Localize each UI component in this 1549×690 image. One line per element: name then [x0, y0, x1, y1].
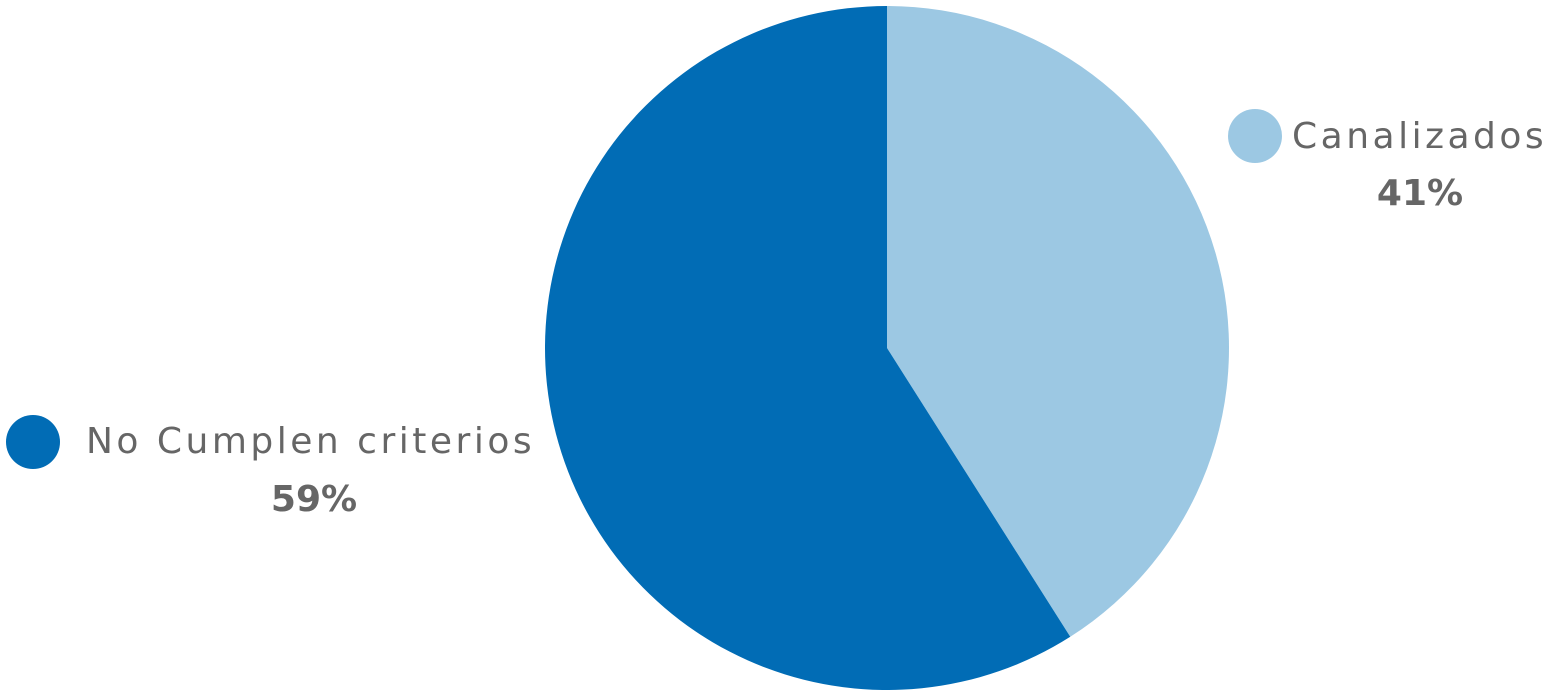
legend-label-no-cumplen: No Cumplen criterios: [86, 421, 535, 462]
pie-slice-canalizados: [887, 6, 1230, 637]
legend-swatch-canalizados: [1228, 109, 1282, 163]
legend-label-canalizados: Canalizados: [1292, 116, 1547, 157]
pie-slices: [545, 6, 1230, 690]
legend-entry-canalizados: Canalizados 41%: [1228, 109, 1547, 214]
pie-slice-no-cumplen-criterios: [545, 6, 1071, 690]
data-label-no-cumplen: 59%: [271, 479, 357, 520]
legend-swatch-no-cumplen: [6, 415, 60, 469]
data-label-canalizados: 41%: [1377, 173, 1463, 214]
legend-entry-no-cumplen: No Cumplen criterios 59%: [6, 415, 535, 520]
